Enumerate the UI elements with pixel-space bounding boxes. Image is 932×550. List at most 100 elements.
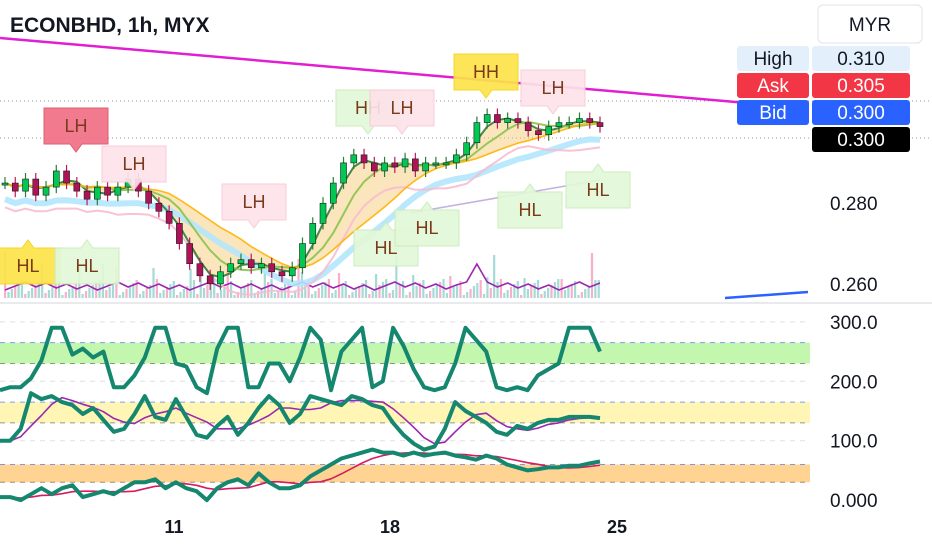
volume-bar <box>122 292 125 298</box>
volume-bar <box>526 289 529 298</box>
candle-body <box>483 114 491 123</box>
volume-bar <box>233 295 236 298</box>
volume-bar <box>391 290 395 298</box>
oscillator-zones <box>0 321 810 483</box>
volume-bar <box>422 280 425 298</box>
candle-body <box>237 259 245 265</box>
volume-bar <box>246 283 250 298</box>
volume-bar <box>594 280 597 298</box>
swing-label-text: HH <box>473 62 499 82</box>
candle-body <box>412 158 419 172</box>
volume-bar <box>523 278 526 298</box>
volume-bar <box>310 294 314 298</box>
volume-bar <box>165 287 169 298</box>
volume-bar <box>145 288 148 298</box>
volume-bar <box>321 285 324 298</box>
price-box-value-bg <box>812 73 910 98</box>
volume-bar <box>229 281 233 298</box>
swing-label-box <box>101 145 167 191</box>
volume-bar <box>199 261 202 298</box>
price-box-ask: Ask 0.305 <box>737 73 910 98</box>
volume-bar <box>493 255 496 298</box>
currency-button[interactable]: MYR <box>817 4 923 44</box>
candle-body <box>247 259 255 269</box>
volume-bar <box>209 282 212 298</box>
price-box-label-bg <box>737 46 809 71</box>
volume-bar <box>563 290 567 298</box>
volume-bar <box>425 294 428 298</box>
volume-bar <box>540 294 543 298</box>
volume-bar <box>149 285 152 298</box>
volume-bar <box>128 286 131 298</box>
price-box-label-bg <box>737 73 809 98</box>
volume-bar <box>324 282 327 298</box>
volume-bar <box>550 285 553 298</box>
candle-body <box>596 122 604 127</box>
volume-bar <box>47 290 51 298</box>
volume-bar <box>219 290 223 298</box>
price-box-value: 0.300 <box>837 130 885 151</box>
swing-label-box <box>43 107 109 153</box>
volume-bar <box>71 286 74 298</box>
volume-bar <box>506 290 509 298</box>
oscillator-low-line <box>0 447 601 503</box>
volume-bar <box>415 286 418 298</box>
price-box-bid: Bid 0.300 <box>737 100 910 125</box>
volume-bar <box>223 287 226 298</box>
volume-bar <box>472 286 476 298</box>
volume-bar <box>344 281 347 298</box>
volume-bar <box>105 290 108 298</box>
volume-bar <box>378 285 381 298</box>
volume-bar <box>17 283 20 298</box>
volume-bar <box>24 294 27 298</box>
volume-bar <box>513 284 516 298</box>
swing-label-text: HL <box>374 238 397 258</box>
swing-label-text: LH <box>541 78 564 98</box>
zone-band-orange <box>0 464 810 483</box>
swing-label-box <box>221 183 287 229</box>
candle-body <box>288 267 296 277</box>
volume-bar <box>68 289 71 298</box>
volume-bar <box>182 289 185 298</box>
candle-body <box>206 275 214 285</box>
volume-bar <box>176 295 179 298</box>
volume-bar <box>361 283 364 298</box>
volume-bar <box>203 288 206 298</box>
volume-bar <box>317 288 320 298</box>
swing-label-box <box>0 239 61 285</box>
price-box-label: Bid <box>759 103 786 124</box>
volume-bar <box>290 295 293 298</box>
candle-body <box>165 210 173 224</box>
volume-bar <box>30 288 34 298</box>
volume-bar <box>489 288 492 298</box>
volume-bar <box>125 289 128 298</box>
volume-bar <box>388 293 391 298</box>
volume-bar <box>186 286 189 298</box>
volume-bar <box>486 277 489 298</box>
candle-body <box>299 243 306 269</box>
volume-bar <box>155 279 158 298</box>
volume-bar <box>331 293 334 298</box>
candle-body <box>11 182 19 192</box>
volume-bar <box>213 279 216 298</box>
candle-body <box>524 122 532 131</box>
candle-body <box>145 190 152 204</box>
candle-body <box>555 122 563 127</box>
price-tick-label: 0.260 <box>830 275 878 296</box>
volume-bar <box>435 285 438 298</box>
candle-body <box>401 158 409 168</box>
swing-label-hl: HL <box>54 239 120 285</box>
volume-bar <box>574 281 577 298</box>
candle-body <box>268 263 276 273</box>
candle-body <box>381 162 388 172</box>
volume-bar <box>405 295 408 298</box>
volume-bar <box>10 289 13 298</box>
swing-label-hl: HL <box>565 163 631 209</box>
candle-body <box>155 202 163 212</box>
volume-bar <box>287 281 290 298</box>
volume-bar <box>7 292 10 298</box>
swing-label-box <box>565 163 631 209</box>
volume-bar <box>341 284 344 298</box>
volume-bar <box>509 287 513 298</box>
